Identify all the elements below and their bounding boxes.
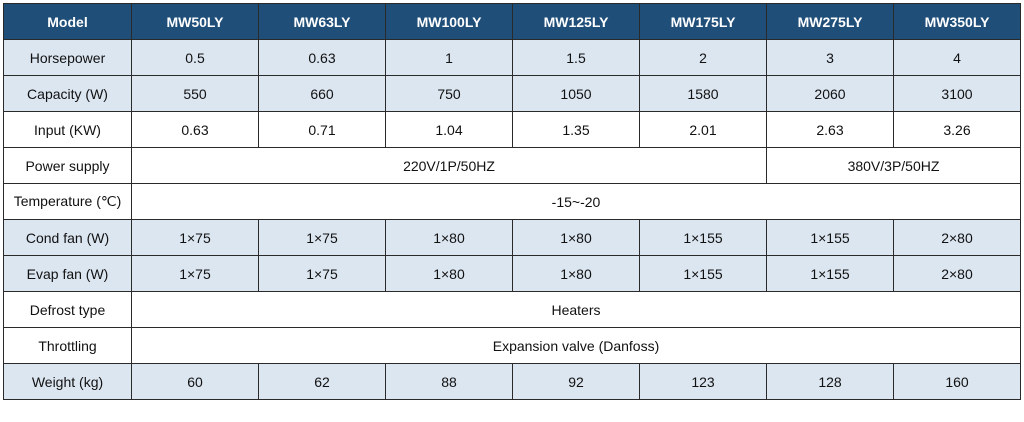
power-supply-single-phase: 220V/1P/50HZ: [131, 147, 767, 184]
table-cell: 1×75: [258, 219, 386, 256]
table-cell: 60: [131, 363, 259, 400]
row-cond-fan: Cond fan (W) 1×75 1×75 1×80 1×80 1×155 1…: [3, 219, 1021, 256]
header-model-mw175ly: MW175LY: [639, 3, 767, 40]
row-power-supply: Power supply 220V/1P/50HZ 380V/3P/50HZ: [3, 147, 1021, 184]
table-cell: 660: [258, 75, 386, 112]
table-cell: 88: [385, 363, 513, 400]
table-cell: 1.5: [512, 39, 640, 76]
header-model-mw275ly: MW275LY: [766, 3, 894, 40]
table-cell: 1×155: [639, 255, 767, 292]
row-label: Capacity (W): [3, 75, 132, 112]
table-cell: 550: [131, 75, 259, 112]
header-model-mw63ly: MW63LY: [258, 3, 386, 40]
table-cell: 2×80: [893, 219, 1021, 256]
header-model-mw125ly: MW125LY: [512, 3, 640, 40]
table-cell: 0.63: [258, 39, 386, 76]
row-temperature: Temperature (℃) -15~-20: [3, 183, 1021, 220]
throttling-value: Expansion valve (Danfoss): [131, 327, 1021, 364]
header-model-mw350ly: MW350LY: [893, 3, 1021, 40]
table-cell: 2060: [766, 75, 894, 112]
row-label: Defrost type: [3, 291, 132, 328]
table-cell: 128: [766, 363, 894, 400]
table-cell: 1×155: [766, 255, 894, 292]
row-label: Power supply: [3, 147, 132, 184]
spec-table-container: Model MW50LY MW63LY MW100LY MW125LY MW17…: [3, 3, 1021, 400]
power-supply-three-phase: 380V/3P/50HZ: [766, 147, 1021, 184]
defrost-value: Heaters: [131, 291, 1021, 328]
row-capacity: Capacity (W) 550 660 750 1050 1580 2060 …: [3, 75, 1021, 112]
table-cell: 0.71: [258, 111, 386, 148]
table-cell: 2×80: [893, 255, 1021, 292]
row-horsepower: Horsepower 0.5 0.63 1 1.5 2 3 4: [3, 39, 1021, 76]
table-cell: 2: [639, 39, 767, 76]
table-cell: 62: [258, 363, 386, 400]
table-cell: 4: [893, 39, 1021, 76]
table-cell: 1×75: [131, 255, 259, 292]
table-cell: 1×80: [385, 255, 513, 292]
row-input: Input (KW) 0.63 0.71 1.04 1.35 2.01 2.63…: [3, 111, 1021, 148]
row-label: Evap fan (W): [3, 255, 132, 292]
table-cell: 2.63: [766, 111, 894, 148]
table-cell: 1×75: [131, 219, 259, 256]
temperature-value: -15~-20: [131, 183, 1021, 220]
row-label: Cond fan (W): [3, 219, 132, 256]
table-cell: 1.35: [512, 111, 640, 148]
header-model-label: Model: [3, 3, 132, 40]
row-label: Temperature (℃): [3, 183, 132, 220]
table-cell: 92: [512, 363, 640, 400]
table-cell: 1: [385, 39, 513, 76]
row-label: Input (KW): [3, 111, 132, 148]
row-evap-fan: Evap fan (W) 1×75 1×75 1×80 1×80 1×155 1…: [3, 255, 1021, 292]
table-cell: 0.5: [131, 39, 259, 76]
table-cell: 1×80: [385, 219, 513, 256]
table-cell: 1×80: [512, 219, 640, 256]
table-cell: 1×75: [258, 255, 386, 292]
table-cell: 123: [639, 363, 767, 400]
spec-table: Model MW50LY MW63LY MW100LY MW125LY MW17…: [3, 3, 1021, 400]
row-label: Weight (kg): [3, 363, 132, 400]
header-row: Model MW50LY MW63LY MW100LY MW125LY MW17…: [3, 3, 1021, 40]
table-cell: 1×80: [512, 255, 640, 292]
row-throttling: Throttling Expansion valve (Danfoss): [3, 327, 1021, 364]
table-cell: 0.63: [131, 111, 259, 148]
row-label: Throttling: [3, 327, 132, 364]
row-label: Horsepower: [3, 39, 132, 76]
table-cell: 750: [385, 75, 513, 112]
table-cell: 1×155: [766, 219, 894, 256]
row-defrost: Defrost type Heaters: [3, 291, 1021, 328]
table-cell: 3: [766, 39, 894, 76]
table-cell: 1×155: [639, 219, 767, 256]
table-cell: 3.26: [893, 111, 1021, 148]
row-weight: Weight (kg) 60 62 88 92 123 128 160: [3, 363, 1021, 400]
table-cell: 1.04: [385, 111, 513, 148]
header-model-mw100ly: MW100LY: [385, 3, 513, 40]
header-model-mw50ly: MW50LY: [131, 3, 259, 40]
table-cell: 1580: [639, 75, 767, 112]
table-cell: 1050: [512, 75, 640, 112]
table-cell: 3100: [893, 75, 1021, 112]
table-cell: 2.01: [639, 111, 767, 148]
table-cell: 160: [893, 363, 1021, 400]
